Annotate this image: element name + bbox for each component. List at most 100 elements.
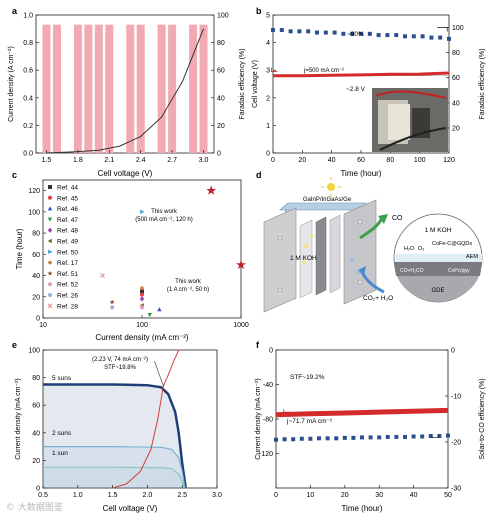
panel-b-xtick-label: 60 bbox=[357, 157, 365, 164]
panel-b-y2-tick-label: 20 bbox=[452, 125, 460, 132]
panel-c-legend-label: Ref. 17 bbox=[57, 260, 78, 267]
panel-d-inset: 1 M KOH H₂O O₂ CoFe-C@GQDs AEM CO+H₂CO C… bbox=[393, 213, 483, 303]
panel-d-inset-title: 1 M KOH bbox=[425, 227, 452, 234]
panel-f-annot1: STF~19.2% bbox=[290, 374, 325, 381]
panel-a-xtick-label: 2.7 bbox=[167, 157, 177, 164]
panel-c-xtick-label: 100 bbox=[136, 322, 148, 329]
panel-c-legend-label: Ref. 50 bbox=[57, 249, 78, 256]
panel-a-y-tick-label: 1.0 bbox=[23, 13, 33, 20]
panel-d-cell-label: GaInP/InGaAs/Ge bbox=[303, 197, 352, 203]
panel-b-annot-top: ~90% bbox=[347, 31, 364, 38]
panel-b-fe-point bbox=[323, 30, 328, 35]
panel-c-legend-label: Ref. 28 bbox=[57, 303, 78, 310]
panel-a-y-tick-label: 0.2 bbox=[23, 123, 33, 130]
panel-b-xlabel: Time (hour) bbox=[340, 169, 381, 178]
panel-c-legend-marker bbox=[48, 293, 52, 297]
panel-a-bar bbox=[94, 24, 103, 153]
panel-a-xlabel: Cell voltage (V) bbox=[98, 169, 153, 178]
panel-d-gde: GDE bbox=[431, 288, 444, 294]
panel-f-current-axis-arrow bbox=[283, 409, 290, 413]
panel-e-xtick-label: 2.5 bbox=[177, 492, 187, 499]
panel-f-marks: 0 10 20 30 40 50 -120 -80 -40 0 0 -10 -20 -30 bbox=[259, 348, 461, 500]
panel-c-y-tick-label: 20 bbox=[32, 294, 40, 301]
panel-f-stf-point bbox=[411, 434, 416, 439]
panel-a-y-tick-label: 0.4 bbox=[23, 95, 33, 102]
panel-f-y2-tick-label: 0 bbox=[451, 348, 455, 355]
panel-a-y2-tick-label: 100 bbox=[217, 13, 229, 20]
panel-e-y-tick-label: 20 bbox=[32, 458, 40, 465]
panel-b-y2-tick-label: 80 bbox=[452, 50, 460, 57]
panel-d-h2o: H₂O bbox=[404, 246, 415, 252]
panel-b-fe-axis-arrow bbox=[437, 27, 448, 32]
panel-c-xtick-label: 10 bbox=[39, 322, 47, 329]
panel-e-fill bbox=[43, 467, 184, 488]
panel-d-letter: d bbox=[256, 170, 262, 180]
panel-b-fe-point bbox=[376, 33, 381, 38]
watermark: © 大数据图鉴 bbox=[6, 503, 63, 513]
panel-b-fe-point bbox=[411, 34, 416, 39]
panel-c-point bbox=[140, 209, 145, 214]
panel-d-o2: O₂ bbox=[418, 246, 424, 252]
panel-f-ylabel: Current density (mA cm⁻²) bbox=[255, 378, 262, 460]
panel-c-point bbox=[140, 286, 144, 290]
panel-a-y2-tick-label: 40 bbox=[217, 95, 225, 102]
panel-b-y-tick-label: 1 bbox=[266, 123, 270, 130]
panel-f-stf-point bbox=[420, 434, 425, 439]
panel-f-y-tick-label: 0 bbox=[269, 348, 273, 355]
panel-f-y-tick-label: -120 bbox=[259, 451, 273, 458]
panel-c-legend: Ref. 44 Ref. 45 Ref. 46 Ref. 47 Ref. 48 Ref. … bbox=[47, 185, 78, 310]
panel-e-series-line bbox=[43, 383, 187, 489]
panel-c-letter: c bbox=[12, 170, 17, 180]
panel-e: e 0.5 1.0 1.5 2.0 2.5 3.0 0 20 40 60 80 100 (2.23 V… bbox=[12, 340, 222, 513]
panel-b-fe-point bbox=[297, 29, 302, 34]
panel-b-fe-point bbox=[403, 34, 407, 39]
panel-c-y-tick-label: 0 bbox=[36, 316, 40, 323]
panel-c-point bbox=[140, 305, 144, 310]
panel-b-y-tick-label: 4 bbox=[266, 40, 270, 47]
panel-c-y-tick-label: 60 bbox=[32, 252, 40, 259]
panel-a-y-tick-label: 0.6 bbox=[23, 68, 33, 75]
panel-a-marks: 1.5 1.8 2.1 2.4 2.7 3.0 0.0 0.2 0.4 0.6 0.8 1.0 0 20 4… bbox=[23, 13, 229, 165]
panel-c-y-tick-label: 40 bbox=[32, 273, 40, 280]
panel-f-y2-tick-label: -20 bbox=[451, 440, 461, 447]
panel-b-fe-point bbox=[447, 36, 451, 41]
panel-a-bar bbox=[42, 24, 51, 153]
panel-b-y-tick-label: 5 bbox=[266, 13, 270, 20]
panel-a-xtick-label: 1.5 bbox=[42, 157, 52, 164]
panel-c-ylabel: Time (hour) bbox=[15, 228, 24, 269]
panel-c-legend-marker bbox=[48, 260, 52, 265]
panel-b-photo bbox=[372, 88, 448, 152]
panel-e-series-line bbox=[43, 446, 186, 489]
panel-c-legend-label: Ref. 47 bbox=[57, 217, 78, 224]
panel-f-current-line bbox=[275, 407, 449, 418]
panel-c-point bbox=[110, 305, 115, 310]
panel-c-point bbox=[140, 289, 144, 294]
panel-a-y2label: Faradaic efficiency (%) bbox=[239, 48, 246, 119]
panel-f-xtick-label: 0 bbox=[274, 492, 278, 499]
panel-a-ylabel: Current density (A cm⁻²) bbox=[8, 46, 15, 122]
panel-a-bar bbox=[189, 24, 198, 153]
panel-b-annot-mid: j=500 mA cm⁻² bbox=[303, 68, 344, 74]
panel-f-stf-point bbox=[437, 434, 442, 439]
panel-e-2suns: 2 suns bbox=[52, 430, 72, 437]
panel-f-stf-point bbox=[377, 435, 382, 440]
panel-c-point bbox=[140, 292, 144, 297]
panel-a-xtick-label: 2.1 bbox=[104, 157, 114, 164]
panel-e-annot1: (2.23 V, 74 mA cm⁻²) bbox=[92, 357, 148, 363]
panel-e-xtick-label: 1.5 bbox=[108, 492, 118, 499]
panel-f-stf-point bbox=[317, 436, 321, 441]
panel-f-stf-point bbox=[291, 437, 296, 442]
panel-f-stf-point bbox=[446, 433, 450, 438]
panel-b-fe-point bbox=[279, 28, 284, 33]
panel-e-xtick-label: 1.0 bbox=[73, 492, 83, 499]
sun-icon bbox=[321, 177, 341, 197]
panel-e-xtick-label: 2.0 bbox=[143, 492, 153, 499]
panel-e-y-tick-label: 100 bbox=[28, 348, 40, 355]
panel-c-legend-marker bbox=[48, 249, 53, 254]
panel-b-y2-tick-label: 40 bbox=[452, 100, 460, 107]
panel-c-legend-marker bbox=[48, 282, 52, 287]
panel-a-bar bbox=[105, 24, 114, 153]
panel-c-this-work-star bbox=[236, 259, 246, 270]
panel-c-legend-label: Ref. 49 bbox=[57, 239, 78, 246]
